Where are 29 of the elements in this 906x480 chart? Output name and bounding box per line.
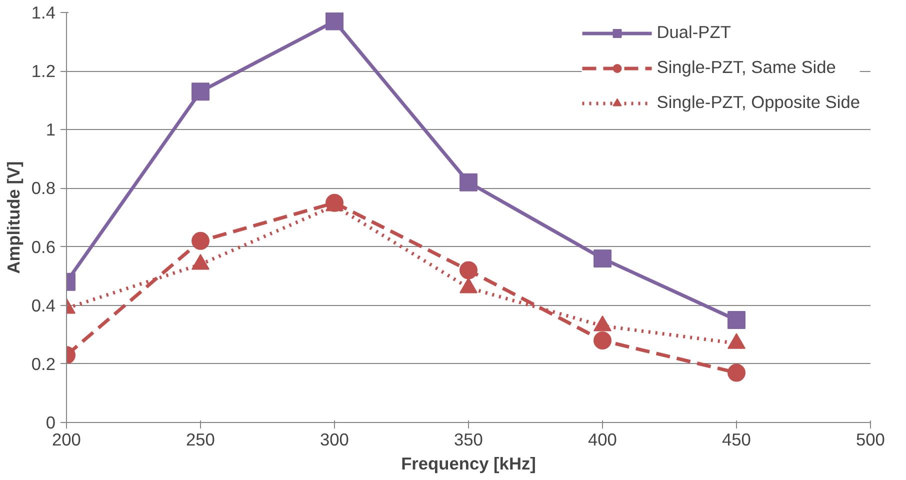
point xyxy=(460,261,478,280)
point xyxy=(326,12,344,30)
y-tick-label: 1 xyxy=(46,120,56,140)
y-axis-title: Amplitude [V] xyxy=(3,161,24,274)
point xyxy=(594,250,612,268)
y-tick-label: 0.4 xyxy=(31,295,56,316)
point xyxy=(728,364,746,382)
y-tick-label: 1.4 xyxy=(31,2,56,22)
y-tick-label: 0 xyxy=(46,412,56,432)
point xyxy=(594,332,612,350)
point xyxy=(192,82,210,101)
x-tick-label: 250 xyxy=(186,430,215,450)
x-tick-label: 350 xyxy=(454,430,483,450)
point xyxy=(192,232,210,250)
point xyxy=(460,173,478,192)
x-tick-label: 300 xyxy=(320,430,349,450)
y-tick-label: 0.8 xyxy=(31,178,56,198)
legend-label: Single-PZT, Same Side xyxy=(656,57,836,78)
x-tick-label: 450 xyxy=(722,430,751,450)
y-tick-label: 0.2 xyxy=(31,354,56,374)
x-tick-label: 500 xyxy=(856,430,885,450)
legend-label: Dual-PZT xyxy=(656,22,731,43)
point xyxy=(728,311,746,329)
legend-label: Single-PZT, Opposite Side xyxy=(656,92,860,113)
y-tick-label: 0.6 xyxy=(31,236,56,257)
x-tick-label: 200 xyxy=(52,430,81,450)
x-tick-label: 400 xyxy=(588,430,617,450)
x-axis-title: Frequency [kHz] xyxy=(401,454,536,474)
y-tick-label: 1.2 xyxy=(31,61,56,82)
